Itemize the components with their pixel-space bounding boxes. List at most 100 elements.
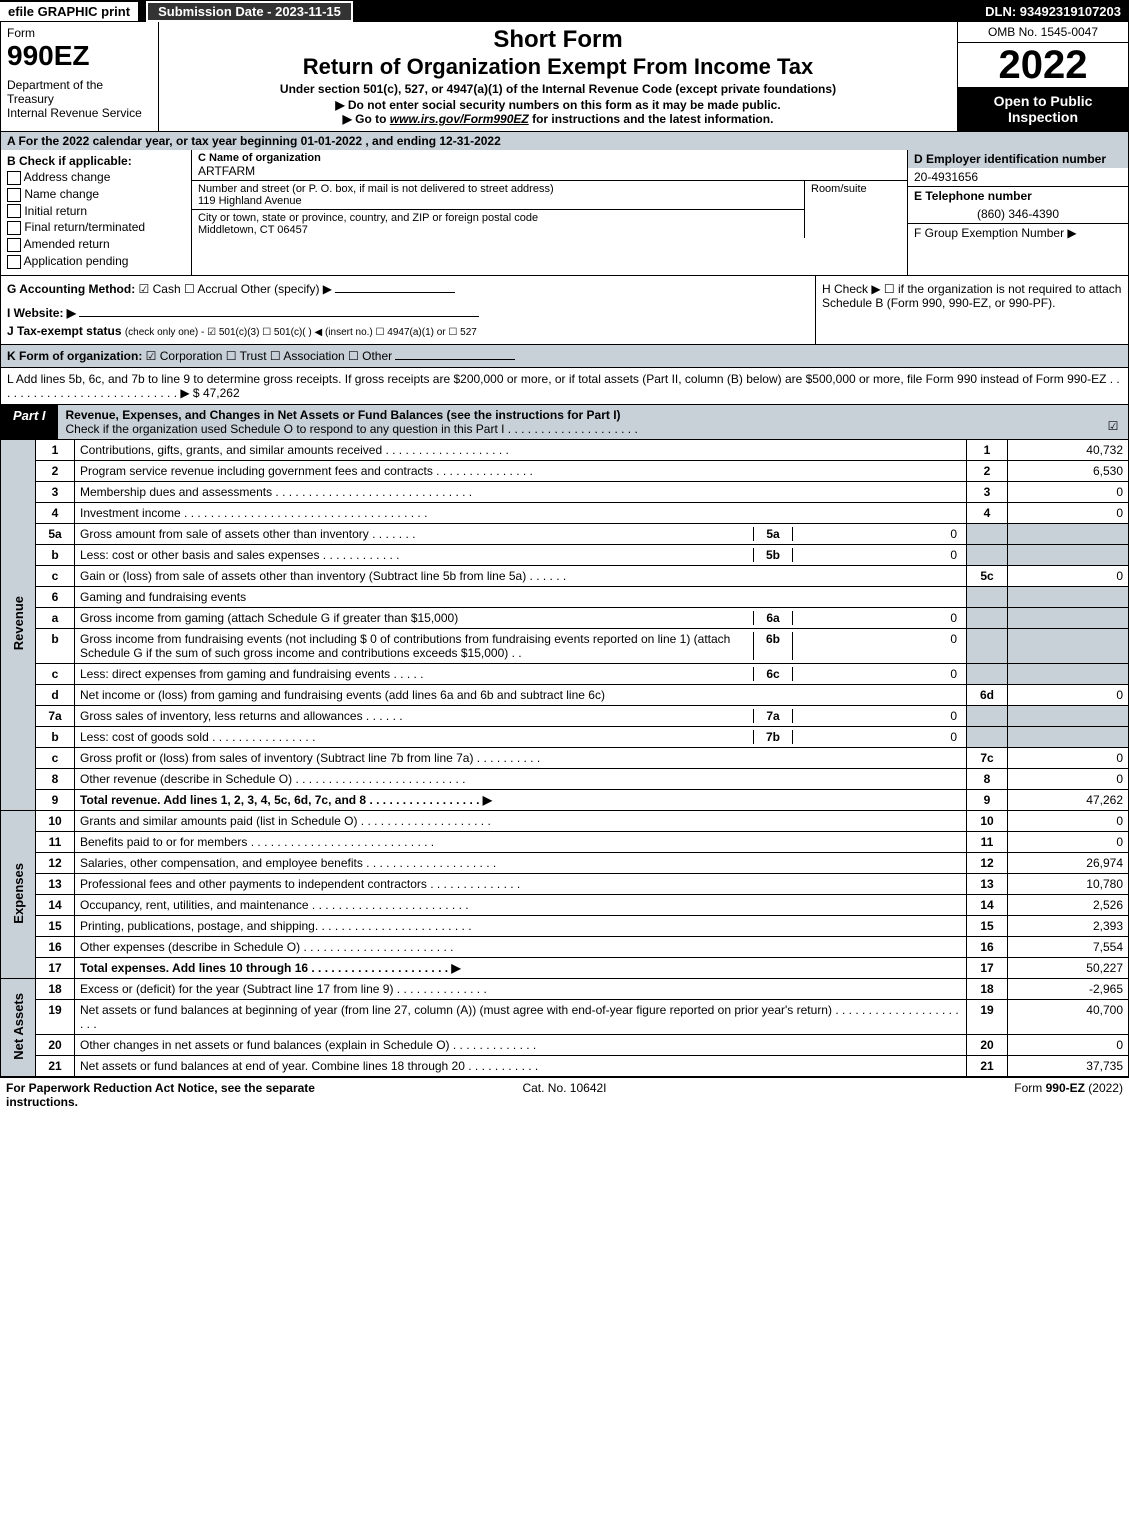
row-17: 17Total expenses. Add lines 10 through 1… xyxy=(1,957,1129,978)
part-1-title: Revenue, Expenses, and Changes in Net As… xyxy=(58,405,1098,439)
row-5a: 5a Gross amount from sale of assets othe… xyxy=(1,523,1129,544)
row-5c: c Gain or (loss) from sale of assets oth… xyxy=(1,565,1129,586)
room-suite: Room/suite xyxy=(805,181,907,238)
section-b-c-d: B Check if applicable: Address change Na… xyxy=(0,150,1129,276)
amt-19: 40,700 xyxy=(1008,999,1129,1034)
department: Department of the Treasury Internal Reve… xyxy=(7,78,152,120)
row-6d: d Net income or (loss) from gaming and f… xyxy=(1,684,1129,705)
amt-20: 0 xyxy=(1008,1034,1129,1055)
ein-value: 20-4931656 xyxy=(908,168,1128,187)
column-d-e-f: D Employer identification number 20-4931… xyxy=(907,150,1128,275)
amt-6d: 0 xyxy=(1008,684,1129,705)
amt-7c: 0 xyxy=(1008,747,1129,768)
row-6: 6 Gaming and fundraising events xyxy=(1,586,1129,607)
efile-label: efile GRAPHIC print xyxy=(0,2,138,21)
subtitle: Under section 501(c), 527, or 4947(a)(1)… xyxy=(165,82,951,96)
part-1-header: Part I Revenue, Expenses, and Changes in… xyxy=(0,405,1129,440)
header-left: Form 990EZ Department of the Treasury In… xyxy=(1,22,159,131)
b-label: B Check if applicable: xyxy=(7,154,185,168)
open-to-public: Open to Public Inspection xyxy=(958,87,1128,131)
dln: DLN: 93492319107203 xyxy=(985,4,1129,19)
chk-name-change[interactable]: Name change xyxy=(7,187,185,202)
row-8: 8 Other revenue (describe in Schedule O)… xyxy=(1,768,1129,789)
amt-12: 26,974 xyxy=(1008,852,1129,873)
column-b: B Check if applicable: Address change Na… xyxy=(1,150,192,275)
instruction-2: ▶ Go to ▶ Go to www.irs.gov/Form990EZ fo… xyxy=(165,112,951,126)
amt-4: 0 xyxy=(1008,502,1129,523)
header-center: Short Form Return of Organization Exempt… xyxy=(159,22,957,131)
netassets-label: Net Assets xyxy=(11,993,26,1060)
amt-18: -2,965 xyxy=(1008,978,1129,999)
title-return: Return of Organization Exempt From Incom… xyxy=(165,54,951,80)
phone-label: E Telephone number xyxy=(908,187,1128,205)
c-name-label: C Name of organization xyxy=(198,152,901,164)
city-value: Middletown, CT 06457 xyxy=(198,224,308,236)
footer-center: Cat. No. 10642I xyxy=(378,1081,750,1109)
row-1: Revenue 1 Contributions, gifts, grants, … xyxy=(1,440,1129,461)
part-1-check[interactable]: ☑ xyxy=(1098,405,1128,439)
row-12: 12Salaries, other compensation, and empl… xyxy=(1,852,1129,873)
row-11: 11Benefits paid to or for members . . . … xyxy=(1,831,1129,852)
row-19: 19Net assets or fund balances at beginni… xyxy=(1,999,1129,1034)
line-i: I Website: ▶ xyxy=(7,306,809,320)
amt-8: 0 xyxy=(1008,768,1129,789)
row-6c: c Less: direct expenses from gaming and … xyxy=(1,663,1129,684)
city-label: City or town, state or province, country… xyxy=(198,212,538,224)
part-1-tab: Part I xyxy=(1,405,58,439)
amt-2: 6,530 xyxy=(1008,460,1129,481)
line-j: J Tax-exempt status (check only one) - ☑… xyxy=(7,324,809,338)
page-footer: For Paperwork Reduction Act Notice, see … xyxy=(0,1077,1129,1112)
row-3: 3 Membership dues and assessments . . . … xyxy=(1,481,1129,502)
phone-value: (860) 346-4390 xyxy=(908,205,1128,224)
row-18: Net Assets 18 Excess or (deficit) for th… xyxy=(1,978,1129,999)
row-5b: b Less: cost or other basis and sales ex… xyxy=(1,544,1129,565)
line-g: G Accounting Method: ☑ Cash ☐ Accrual Ot… xyxy=(7,282,809,296)
row-10: Expenses 10 Grants and similar amounts p… xyxy=(1,810,1129,831)
row-7c: c Gross profit or (loss) from sales of i… xyxy=(1,747,1129,768)
amt-11: 0 xyxy=(1008,831,1129,852)
row-6a: a Gross income from gaming (attach Sched… xyxy=(1,607,1129,628)
amt-13: 10,780 xyxy=(1008,873,1129,894)
group-exemption: F Group Exemption Number ▶ xyxy=(908,224,1128,242)
addr-block: Number and street (or P. O. box, if mail… xyxy=(192,181,804,210)
chk-final-return[interactable]: Final return/terminated xyxy=(7,220,185,235)
row-4: 4 Investment income . . . . . . . . . . … xyxy=(1,502,1129,523)
footer-left: For Paperwork Reduction Act Notice, see … xyxy=(6,1081,378,1109)
row-15: 15Printing, publications, postage, and s… xyxy=(1,915,1129,936)
amt-15: 2,393 xyxy=(1008,915,1129,936)
row-14: 14Occupancy, rent, utilities, and mainte… xyxy=(1,894,1129,915)
section-g-h: G Accounting Method: ☑ Cash ☐ Accrual Ot… xyxy=(0,276,1129,344)
amt-5c: 0 xyxy=(1008,565,1129,586)
city-block: City or town, state or province, country… xyxy=(192,210,804,238)
chk-amended-return[interactable]: Amended return xyxy=(7,237,185,252)
row-21: 21Net assets or fund balances at end of … xyxy=(1,1055,1129,1076)
addr-value: 119 Highland Avenue xyxy=(198,195,302,207)
addr-label: Number and street (or P. O. box, if mail… xyxy=(198,183,554,195)
amt-16: 7,554 xyxy=(1008,936,1129,957)
org-name: ARTFARM xyxy=(198,164,901,178)
chk-address-change[interactable]: Address change xyxy=(7,170,185,185)
line-k: K Form of organization: ☑ Corporation ☐ … xyxy=(0,344,1129,368)
line-l: L Add lines 5b, 6c, and 7b to line 9 to … xyxy=(0,368,1129,405)
row-6b: b Gross income from fundraising events (… xyxy=(1,628,1129,663)
row-16: 16Other expenses (describe in Schedule O… xyxy=(1,936,1129,957)
row-13: 13Professional fees and other payments t… xyxy=(1,873,1129,894)
part-1-table: Revenue 1 Contributions, gifts, grants, … xyxy=(0,440,1129,1077)
chk-application-pending[interactable]: Application pending xyxy=(7,254,185,269)
footer-right: Form 990-EZ (2022) xyxy=(751,1081,1123,1109)
line-a-calendar-year: A For the 2022 calendar year, or tax yea… xyxy=(0,132,1129,150)
tax-year: 2022 xyxy=(958,43,1128,87)
chk-initial-return[interactable]: Initial return xyxy=(7,204,185,219)
amt-3: 0 xyxy=(1008,481,1129,502)
row-7a: 7a Gross sales of inventory, less return… xyxy=(1,705,1129,726)
line-h: H Check ▶ ☐ if the organization is not r… xyxy=(815,276,1128,344)
revenue-label: Revenue xyxy=(11,596,26,650)
amt-10: 0 xyxy=(1008,810,1129,831)
instruction-1: ▶ Do not enter social security numbers o… xyxy=(165,98,951,112)
amt-17: 50,227 xyxy=(1008,957,1129,978)
row-7b: b Less: cost of goods sold . . . . . . .… xyxy=(1,726,1129,747)
row-2: 2 Program service revenue including gove… xyxy=(1,460,1129,481)
column-c: C Name of organization ARTFARM Number an… xyxy=(192,150,907,275)
amt-9: 47,262 xyxy=(1008,789,1129,810)
title-short-form: Short Form xyxy=(165,26,951,54)
